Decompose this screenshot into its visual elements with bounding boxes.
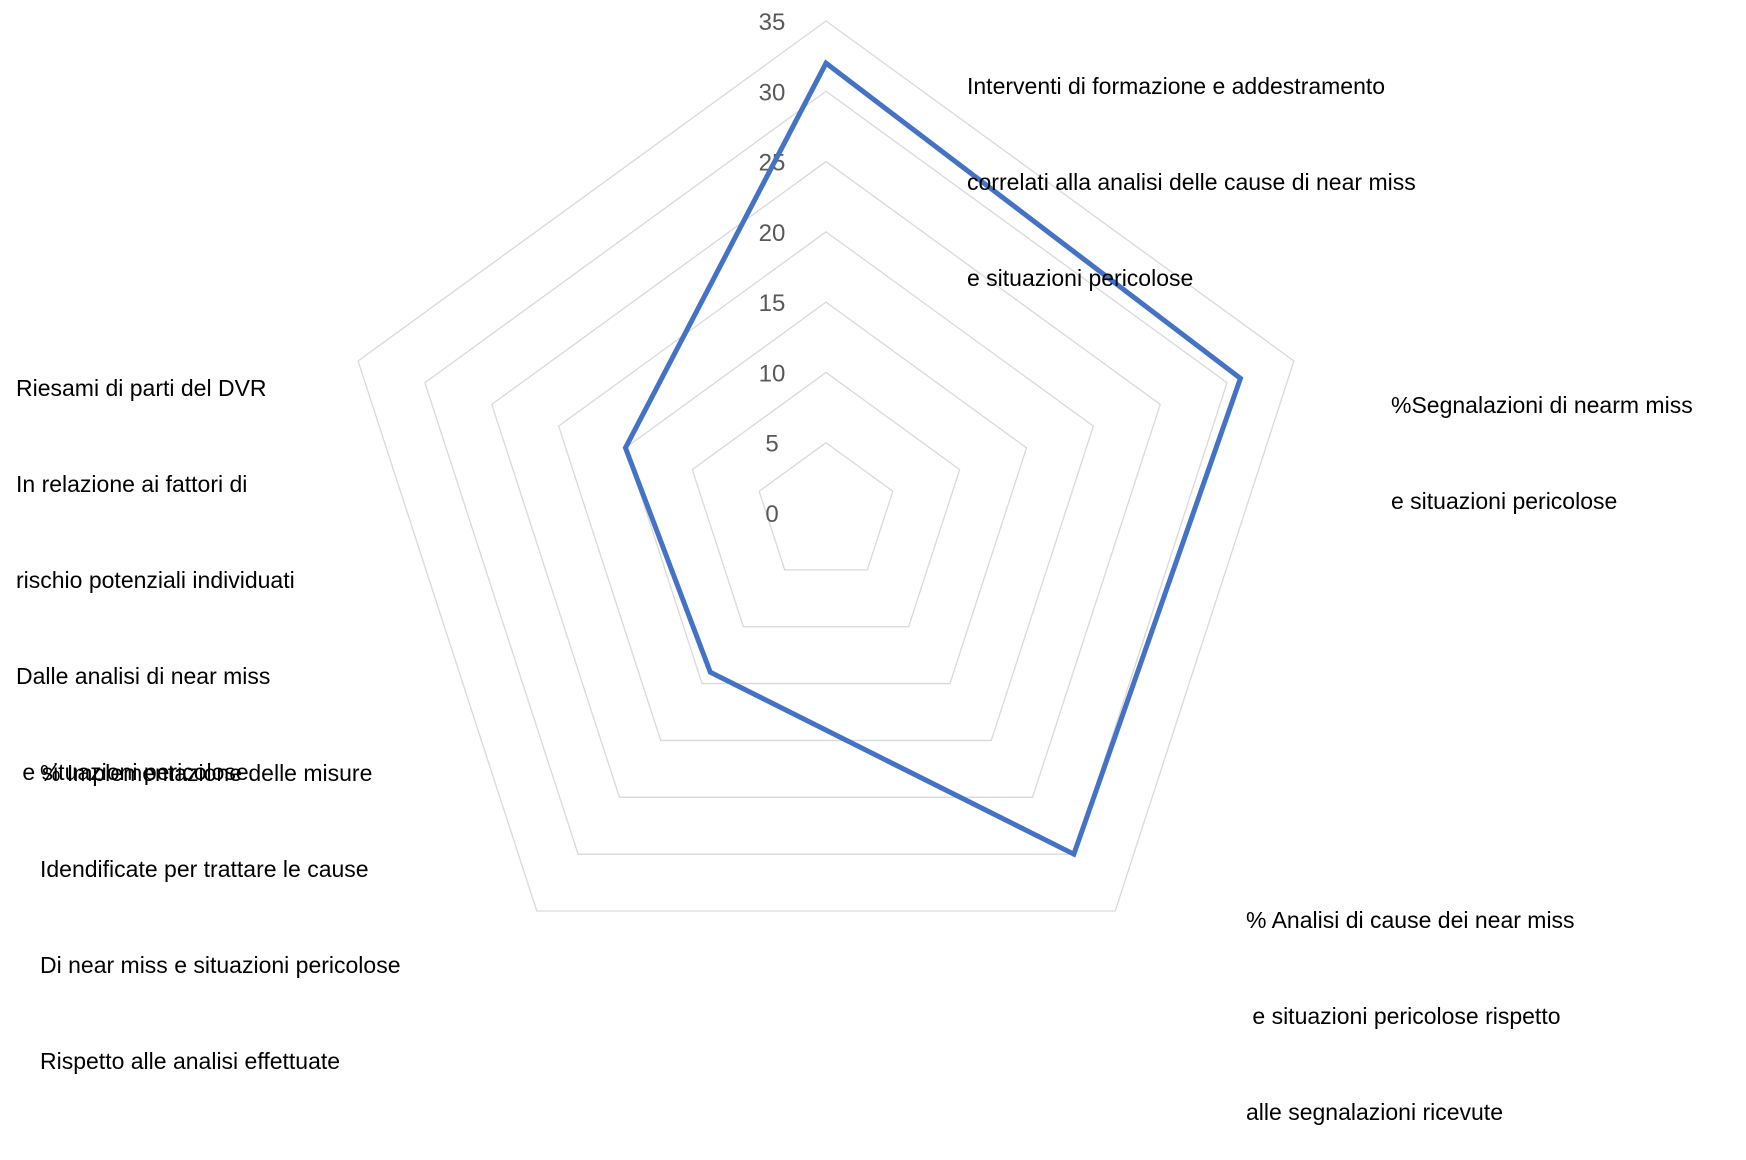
category-label-segnalazioni: %Segnalazioni di nearm miss e situazioni… [1391, 325, 1693, 549]
label-line: Di near miss e situazioni pericolose [40, 949, 401, 981]
tick-label-15: 15 [759, 290, 786, 317]
tick-label-5: 5 [765, 431, 778, 458]
label-line: % Analisi di cause dei near miss [1246, 904, 1575, 936]
label-line: e situazioni pericolose [967, 262, 1416, 294]
label-line: In relazione ai fattori di [16, 468, 295, 500]
label-line: alle segnalazioni ricevute [1246, 1096, 1575, 1128]
grid-ring-5 [759, 443, 893, 570]
label-line: Interventi di formazione e addestramento [967, 70, 1416, 102]
category-label-analisi: % Analisi di cause dei near miss e situa… [1246, 840, 1575, 1160]
grid-ring-10 [692, 372, 959, 626]
label-line: Riesami di parti del DVR [16, 372, 295, 404]
label-line: %Segnalazioni di nearm miss [1391, 389, 1693, 421]
label-line: e situazioni pericolose [1391, 485, 1693, 517]
label-line: correlati alla analisi delle cause di ne… [967, 166, 1416, 198]
tick-label-20: 20 [759, 220, 786, 247]
label-line: e situazioni pericolose [16, 756, 295, 788]
tick-label-30: 30 [759, 79, 786, 106]
label-line: Dalle analisi di near miss [16, 660, 295, 692]
tick-label-35: 35 [759, 9, 786, 36]
tick-label-0: 0 [765, 501, 778, 528]
label-line: rischio potenziali individuati [16, 564, 295, 596]
label-line: Idendificate per trattare le cause [40, 853, 401, 885]
category-label-riesami: Riesami di parti del DVR In relazione ai… [16, 308, 295, 820]
tick-label-10: 10 [759, 360, 786, 387]
label-line: Rispetto alle analisi effettuate [40, 1045, 401, 1077]
category-label-formazione: Interventi di formazione e addestramento… [967, 6, 1416, 326]
label-line: e situazioni pericolose rispetto [1246, 1000, 1575, 1032]
